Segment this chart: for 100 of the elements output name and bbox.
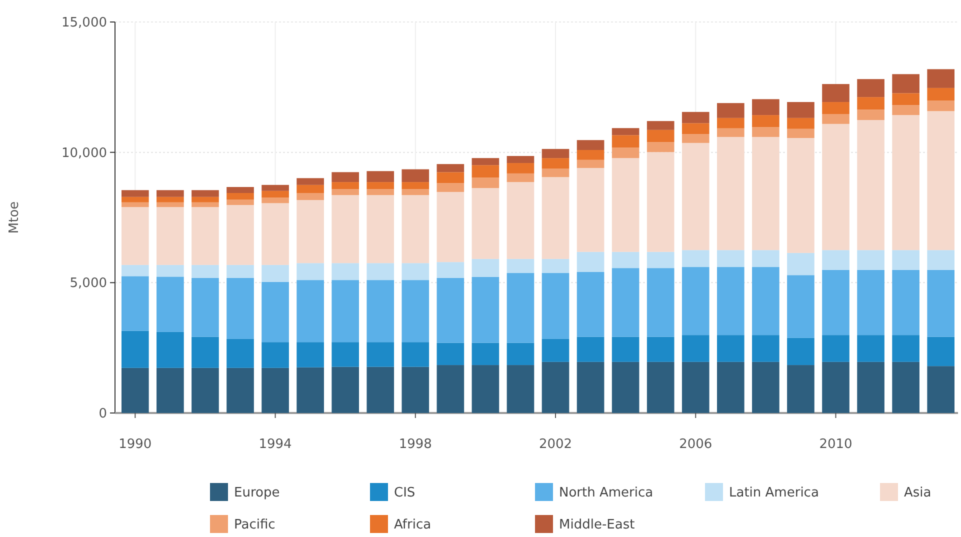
bar — [682, 250, 710, 268]
bar — [542, 273, 570, 339]
x-tick-label: 2002 — [538, 437, 572, 452]
bar — [296, 193, 324, 200]
bar — [682, 142, 710, 250]
bar — [472, 178, 500, 188]
bar — [612, 336, 640, 362]
bar — [366, 195, 394, 264]
bar — [682, 362, 710, 413]
bar — [472, 188, 500, 259]
legend-label: Asia — [904, 486, 932, 501]
bar — [612, 135, 640, 148]
bar — [857, 79, 884, 98]
bar — [122, 330, 149, 368]
bar — [122, 207, 149, 265]
bar — [752, 362, 780, 413]
bar — [192, 196, 219, 202]
bar — [402, 189, 430, 196]
bar — [646, 152, 674, 252]
bar — [576, 252, 604, 272]
bar — [296, 342, 324, 368]
bar — [612, 362, 640, 413]
bar — [296, 263, 324, 280]
bar — [927, 69, 954, 88]
bar — [226, 368, 254, 413]
bar — [366, 171, 394, 182]
bar — [436, 172, 464, 184]
bar — [226, 338, 254, 368]
bar — [717, 362, 744, 413]
bar — [262, 203, 289, 265]
bar — [226, 187, 254, 193]
bar — [857, 250, 884, 270]
bar — [192, 207, 219, 265]
bar — [366, 263, 394, 280]
bar — [472, 365, 500, 413]
bar — [717, 103, 744, 118]
bar — [892, 93, 920, 106]
bar — [612, 252, 640, 268]
bar — [156, 276, 184, 332]
bar — [927, 111, 954, 250]
bar — [366, 366, 394, 413]
bar — [156, 190, 184, 197]
bar — [262, 368, 289, 413]
bar — [752, 99, 780, 116]
bar — [576, 272, 604, 337]
bar — [752, 136, 780, 250]
bar — [576, 168, 604, 252]
bar — [332, 342, 359, 367]
bar — [892, 335, 920, 362]
bar — [296, 367, 324, 413]
bar — [402, 263, 430, 280]
bar — [892, 74, 920, 94]
bar — [226, 278, 254, 339]
bar — [646, 252, 674, 268]
bar — [787, 128, 814, 138]
bar — [646, 121, 674, 130]
bar — [576, 140, 604, 150]
bar — [262, 198, 289, 204]
bar — [506, 182, 534, 259]
bar — [506, 365, 534, 413]
bar — [436, 365, 464, 413]
bar — [822, 270, 850, 336]
bar — [506, 258, 534, 274]
bar — [927, 100, 954, 112]
bar — [787, 338, 814, 366]
bar — [506, 163, 534, 174]
bar — [192, 264, 219, 278]
bar — [226, 264, 254, 278]
bar — [156, 202, 184, 208]
bar — [192, 368, 219, 413]
bar — [787, 118, 814, 129]
bar — [717, 128, 744, 137]
bar — [506, 156, 534, 164]
bar — [822, 102, 850, 114]
bar — [752, 335, 780, 362]
bar — [192, 202, 219, 208]
bar — [402, 195, 430, 264]
bar — [717, 136, 744, 250]
bar — [156, 332, 184, 368]
bar — [366, 280, 394, 342]
bar — [857, 120, 884, 250]
bar — [612, 158, 640, 252]
bar — [402, 169, 430, 182]
bar — [752, 127, 780, 137]
legend-label: Pacific — [234, 518, 276, 533]
bar — [927, 336, 954, 366]
bar — [892, 270, 920, 336]
bar — [262, 282, 289, 342]
legend-label: Africa — [394, 518, 432, 533]
bar — [262, 184, 289, 191]
bar — [822, 362, 850, 413]
bar — [122, 276, 149, 331]
bar — [472, 258, 500, 277]
bar — [857, 362, 884, 413]
bar — [682, 123, 710, 134]
bar — [682, 335, 710, 362]
x-tick-label: 1998 — [398, 437, 432, 452]
bar — [156, 207, 184, 265]
bar — [646, 362, 674, 413]
bar — [646, 336, 674, 362]
